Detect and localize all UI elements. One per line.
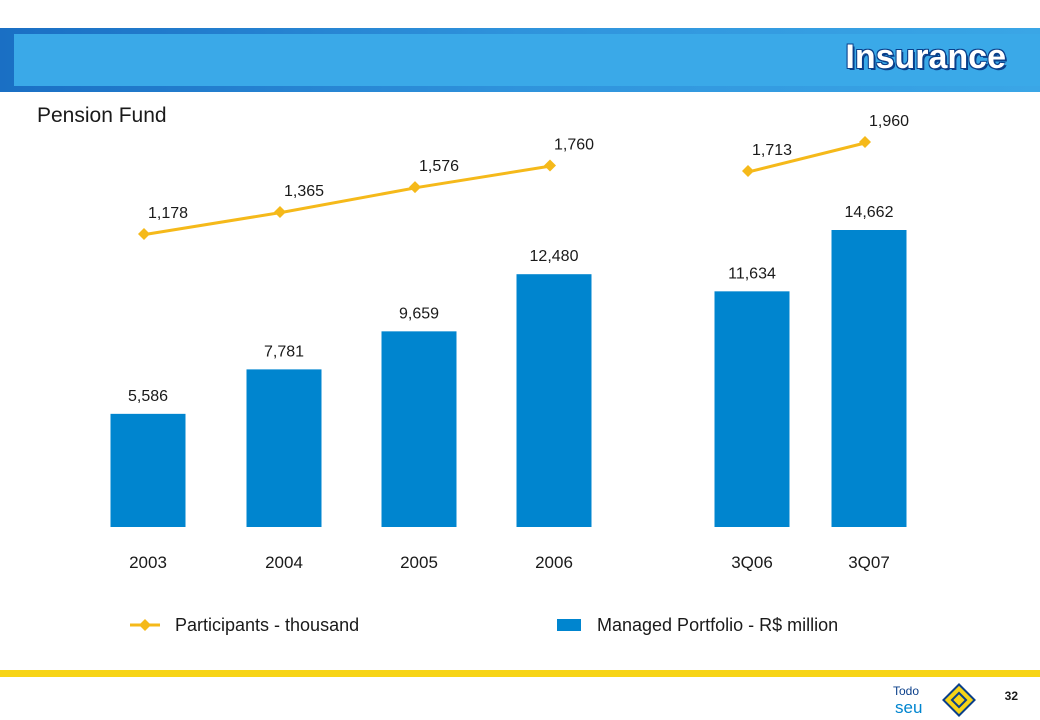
bar-3Q07 [831, 230, 907, 527]
participants-point-3Q06 [742, 165, 754, 178]
participants-value-label: 1,178 [148, 205, 188, 222]
x-tick-label: 2006 [535, 553, 573, 572]
x-tick-label: 2004 [265, 553, 303, 572]
svg-text:Todo: Todo [893, 684, 919, 698]
x-tick-label: 3Q06 [731, 553, 773, 572]
bar-value-label: 14,662 [845, 204, 894, 221]
bar-value-label: 5,586 [128, 388, 168, 405]
bank-logo: Todo seu [893, 683, 976, 717]
participants-point-2006 [544, 159, 556, 172]
page-title: Insurance [845, 38, 1006, 76]
bar-2003 [110, 413, 186, 527]
participants-point-2005 [409, 181, 421, 194]
bar-2004 [246, 369, 322, 527]
x-tick-label: 3Q07 [848, 553, 890, 572]
svg-text:seu: seu [895, 698, 922, 717]
participants-point-3Q07 [859, 136, 871, 148]
bar-value-label: 9,659 [399, 305, 439, 322]
legend-label-participants: Participants - thousand [175, 615, 360, 635]
legend-label-portfolio: Managed Portfolio - R$ million [597, 615, 839, 635]
bar-value-label: 7,781 [264, 343, 304, 360]
bar-value-label: 11,634 [728, 265, 776, 282]
legend-diamond-marker [139, 619, 151, 631]
participants-point-2003 [138, 228, 150, 240]
legend-bar-marker [557, 619, 581, 631]
participants-value-label: 1,365 [284, 183, 324, 200]
chart-subtitle: Pension Fund [37, 104, 167, 127]
x-tick-label: 2005 [400, 553, 438, 572]
bar-value-label: 12,480 [530, 248, 579, 265]
participants-line-segment-1 [751, 140, 870, 173]
x-tick-label: 2003 [129, 553, 167, 572]
title-banner [0, 28, 1040, 92]
participants-value-label: 1,960 [869, 113, 909, 130]
participants-line-segment-0 [147, 164, 555, 236]
participants-value-label: 1,760 [554, 137, 594, 154]
bar-2005 [381, 331, 457, 527]
footer-bar [0, 670, 1040, 677]
participants-value-label: 1,713 [752, 142, 792, 159]
participants-point-2004 [274, 206, 286, 218]
page-number: 32 [1004, 689, 1018, 703]
bar-3Q06 [714, 291, 790, 527]
participants-value-label: 1,576 [419, 158, 459, 175]
bar-2006 [516, 274, 592, 527]
